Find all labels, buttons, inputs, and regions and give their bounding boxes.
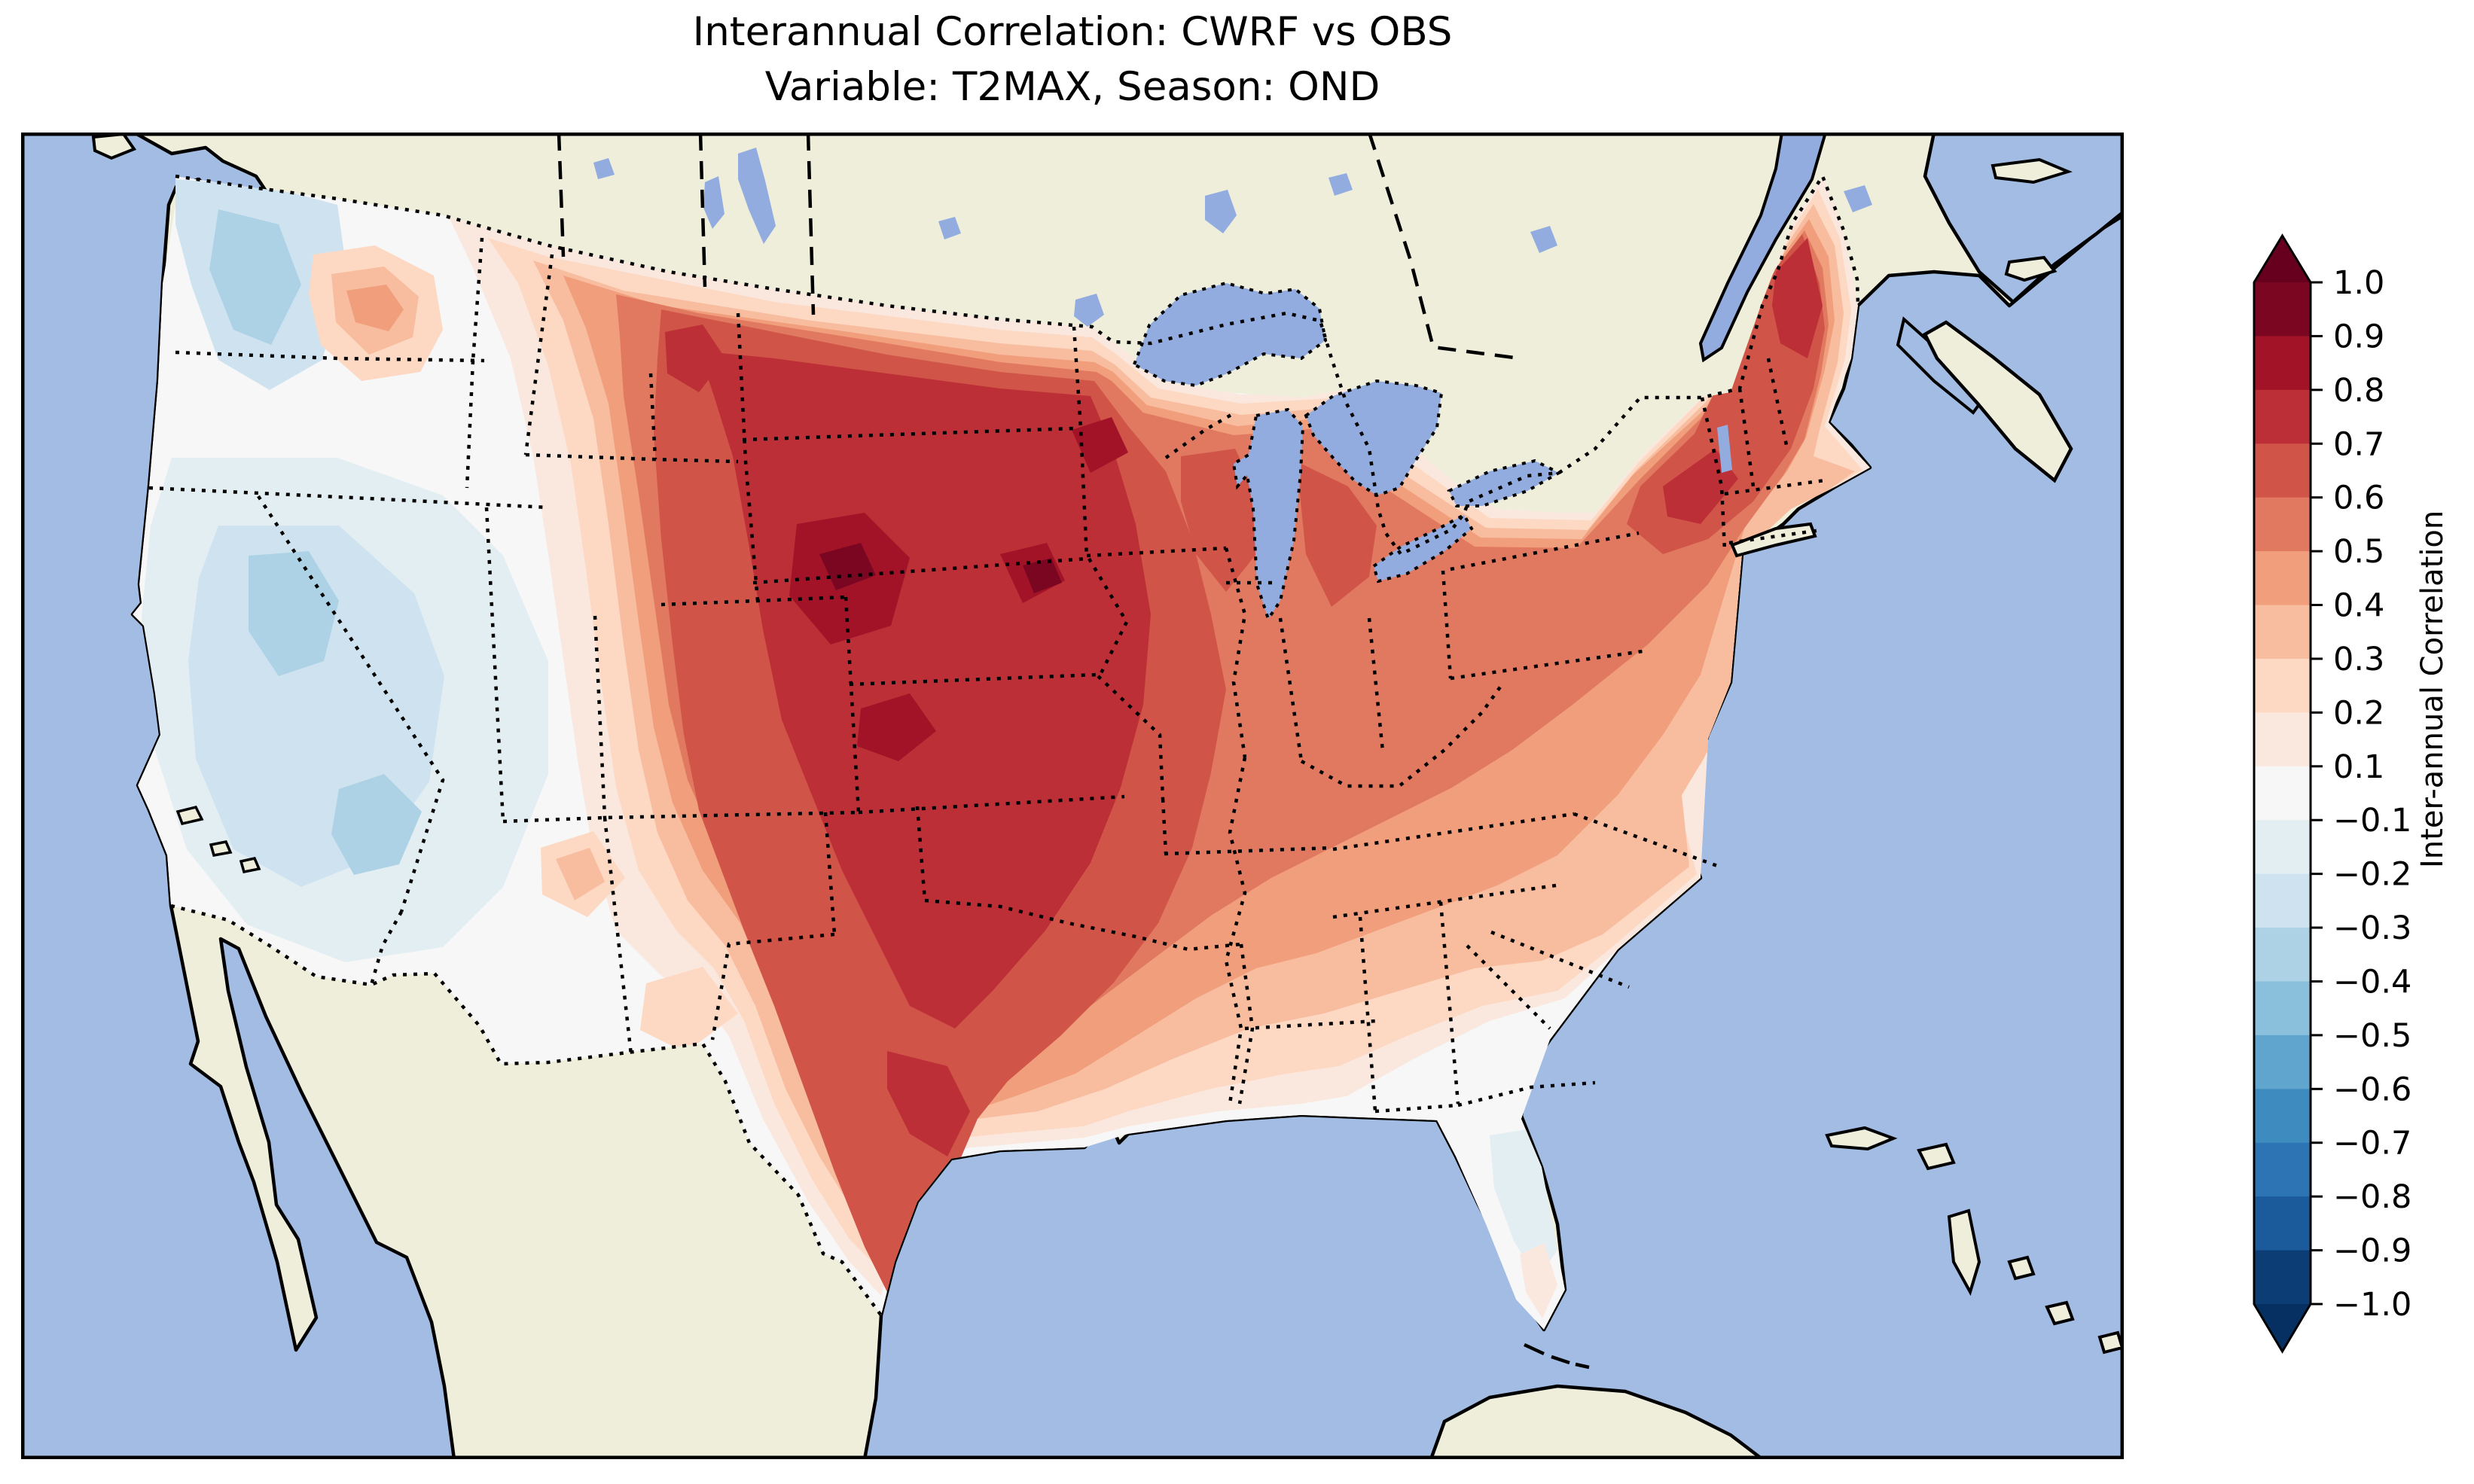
colorbar-over-arrow — [2254, 236, 2311, 282]
colorbar-under-arrow — [2254, 1304, 2311, 1351]
contour-southwest-pink-core — [556, 848, 605, 900]
colorbar-segments — [2254, 282, 2311, 1305]
colorbar-segment — [2254, 712, 2311, 767]
canadian-lakes — [593, 148, 1872, 473]
map-svg — [21, 133, 2124, 1459]
colorbar-segment — [2254, 551, 2311, 606]
prince-edward-island — [2004, 255, 2058, 282]
contour-level-0p7-maine — [1772, 238, 1823, 358]
contour-field — [133, 176, 1870, 1330]
colorbar-svg: 1.0 0.9 0.8 0.7 0.6 0.5 0.4 0.3 0.2 0.1 −0.1 −0.2 −0… — [2253, 233, 2411, 1354]
colorbar: 1.0 0.9 0.8 0.7 0.6 0.5 0.4 0.3 0.2 0.1 −0.1 −0.2 −0… — [2229, 226, 2470, 1400]
colorbar-segment — [2254, 443, 2311, 498]
contour-blue-west-core — [249, 551, 422, 875]
florida-keys — [1524, 1342, 1590, 1370]
canadian-province-borders — [557, 133, 1521, 361]
colorbar-segment — [2254, 1089, 2311, 1144]
colorbar-segment — [2254, 1250, 2311, 1305]
colorbar-segment — [2254, 389, 2311, 445]
colorbar-tick-label: 0.4 — [2333, 587, 2384, 625]
colorbar-tick-label: −0.1 — [2333, 802, 2411, 840]
colorbar-tick-label: 0.8 — [2333, 372, 2384, 410]
gulf-of-st-lawrence — [1923, 133, 2124, 305]
nova-scotia — [1923, 320, 2073, 483]
colorbar-tick-label: −0.9 — [2333, 1233, 2411, 1270]
colorbar-tick-label: 0.6 — [2333, 480, 2384, 517]
colorbar-segment — [2254, 1142, 2311, 1197]
lake-michigan — [1234, 410, 1303, 619]
colorbar-tick-label: −0.3 — [2333, 910, 2411, 947]
colorbar-tick-label: 0.2 — [2333, 694, 2384, 732]
contour-level-0p7-texas — [887, 1051, 970, 1156]
colorbar-segment — [2254, 1196, 2311, 1251]
lake-ontario — [1449, 461, 1559, 506]
colorbar-axis-label: Inter-annual Correlation — [2415, 510, 2450, 868]
channel-islands — [175, 805, 261, 874]
lake-superior — [1134, 283, 1325, 385]
us-canada-border — [175, 172, 1860, 556]
contour-level-0p7-newyork — [1663, 449, 1738, 524]
long-island — [1730, 522, 1817, 558]
colorbar-tick-label: −0.7 — [2333, 1125, 2411, 1163]
colorbar-segment — [2254, 1035, 2311, 1090]
figure-title: Interannual Correlation: CWRF vs OBS Var… — [21, 5, 2124, 114]
colorbar-ticks: 1.0 0.9 0.8 0.7 0.6 0.5 0.4 0.3 0.2 0.1 −0.1 −0.2 −0… — [2311, 264, 2411, 1324]
contour-florida-tip-pink — [1520, 1243, 1557, 1318]
colorbar-segment — [2254, 766, 2311, 821]
colorbar-segment — [2254, 820, 2311, 875]
cuba — [1429, 1384, 1765, 1459]
colorbar-tick-label: 0.1 — [2333, 748, 2384, 786]
colorbar-segment — [2254, 981, 2311, 1036]
contour-level-0p6-michigan — [1300, 464, 1377, 607]
colorbar-tick-label: −0.5 — [2333, 1017, 2411, 1055]
colorbar-tick-label: 0.3 — [2333, 641, 2384, 678]
colorbar-tick-label: 0.9 — [2333, 318, 2384, 355]
colorbar-segment — [2254, 658, 2311, 714]
map-frame — [21, 133, 2124, 1459]
colorbar-segment — [2254, 928, 2311, 983]
colorbar-tick-label: 1.0 — [2333, 264, 2384, 302]
map-axes — [21, 133, 2124, 1459]
colorbar-tick-label: −1.0 — [2333, 1286, 2411, 1324]
colorbar-tick-label: −0.4 — [2333, 963, 2411, 1001]
contour-level-0p7-core — [699, 351, 1151, 1028]
colorbar-segment — [2254, 497, 2311, 552]
contour-level-0p8-spots — [789, 417, 1128, 761]
anticosti-island — [1990, 157, 2073, 184]
bahamas-islands — [1825, 1126, 2124, 1354]
state-borders — [148, 237, 1826, 1114]
contour-columbia-basin-core — [346, 285, 404, 331]
lake-huron — [1306, 381, 1441, 495]
us-mexico-border — [170, 904, 883, 1317]
colorbar-tick-label: −0.2 — [2333, 856, 2411, 894]
colorbar-segment — [2254, 605, 2311, 660]
colorbar-segment — [2254, 336, 2311, 391]
title-line-1: Interannual Correlation: CWRF vs OBS — [692, 9, 1453, 55]
colorbar-tick-label: −0.8 — [2333, 1178, 2411, 1216]
contour-level-0p9-spots — [819, 543, 1062, 593]
colorbar-segment — [2254, 873, 2311, 928]
great-lakes — [1132, 281, 1563, 623]
colorbar-tick-label: 0.5 — [2333, 533, 2384, 571]
colorbar-segment — [2254, 282, 2311, 337]
colorbar-tick-label: 0.7 — [2333, 425, 2384, 463]
colorbar-tick-label: −0.6 — [2333, 1071, 2411, 1108]
great-lakes-outline — [1132, 281, 1563, 623]
title-line-2: Variable: T2MAX, Season: OND — [764, 64, 1380, 111]
contour-blue-pnw-core — [209, 209, 301, 345]
st-lawrence-river — [1698, 133, 1828, 363]
contour-level-0p7-montana — [665, 325, 725, 392]
